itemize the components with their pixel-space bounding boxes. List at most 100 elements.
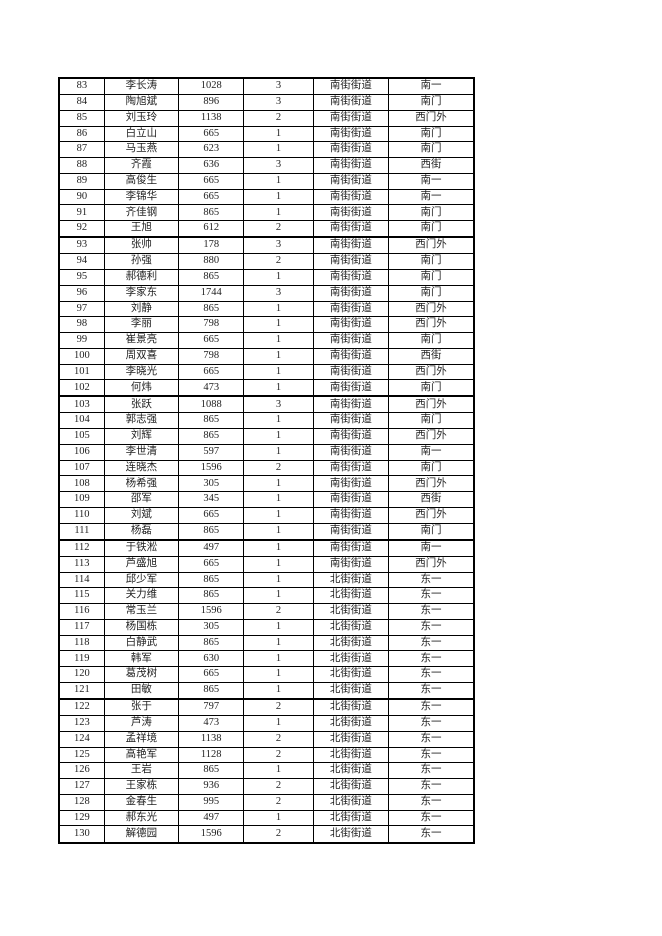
- name-cell: 孙强: [103, 253, 180, 270]
- count-cell: 1: [243, 666, 314, 683]
- street-cell: 北街街道: [312, 634, 390, 652]
- count-cell: 1: [243, 316, 314, 334]
- table-row: 120 葛茂树 665 1 北街街道 东一: [58, 666, 475, 683]
- row-index-cell: 126: [58, 762, 105, 780]
- count-cell: 3: [243, 77, 314, 95]
- count-cell: 1: [243, 491, 314, 509]
- table-row: 124 孟祥境 1138 2 北街街道 东一: [58, 730, 475, 748]
- row-index-cell: 87: [58, 141, 105, 159]
- table-row: 106 李世清 597 1 南街街道 南一: [58, 443, 475, 461]
- amount-cell: 473: [178, 379, 245, 398]
- table-row: 89 高俊生 665 1 南街街道 南一: [58, 172, 475, 190]
- table-row: 87 马玉燕 623 1 南街街道 南门: [58, 141, 475, 159]
- table-row: 130 解德园 1596 2 北街街道 东一: [58, 825, 475, 844]
- area-cell: 南一: [388, 539, 475, 557]
- amount-cell: 1138: [178, 109, 245, 127]
- street-cell: 南街街道: [312, 77, 390, 95]
- row-index-cell: 84: [58, 93, 105, 111]
- table-row: 126 王岩 865 1 北街街道 东一: [58, 762, 475, 780]
- table-row: 125 高艳军 1128 2 北街街道 东一: [58, 746, 475, 764]
- row-index-cell: 85: [58, 109, 105, 127]
- row-index-cell: 83: [58, 77, 105, 95]
- area-cell: 西门外: [388, 316, 475, 334]
- count-cell: 1: [243, 522, 314, 541]
- table-row: 119 韩军 630 1 北街街道 东一: [58, 650, 475, 668]
- amount-cell: 1138: [178, 730, 245, 748]
- count-cell: 1: [243, 428, 314, 445]
- count-cell: 2: [243, 253, 314, 270]
- area-cell: 东一: [388, 714, 475, 732]
- count-cell: 2: [243, 730, 314, 748]
- row-index-cell: 105: [58, 428, 105, 445]
- street-cell: 北街街道: [312, 778, 390, 795]
- count-cell: 1: [243, 412, 314, 430]
- amount-cell: 798: [178, 347, 245, 365]
- amount-cell: 1596: [178, 825, 245, 844]
- street-cell: 北街街道: [312, 603, 390, 620]
- row-index-cell: 97: [58, 300, 105, 318]
- table-row: 99 崔景亮 665 1 南街街道 南门: [58, 332, 475, 349]
- amount-cell: 630: [178, 650, 245, 668]
- name-cell: 刘静: [103, 300, 180, 318]
- street-cell: 南街街道: [312, 300, 390, 318]
- amount-cell: 1088: [178, 395, 245, 414]
- name-cell: 刘辉: [103, 428, 180, 445]
- name-cell: 高艳军: [103, 746, 180, 764]
- row-index-cell: 125: [58, 746, 105, 764]
- count-cell: 1: [243, 809, 314, 827]
- table-row: 101 李晓光 665 1 南街街道 西门外: [58, 363, 475, 381]
- row-index-cell: 130: [58, 825, 105, 844]
- name-cell: 杨国栋: [103, 618, 180, 636]
- row-index-cell: 121: [58, 681, 105, 700]
- name-cell: 李世清: [103, 443, 180, 461]
- name-cell: 孟祥境: [103, 730, 180, 748]
- name-cell: 李锦华: [103, 188, 180, 206]
- amount-cell: 665: [178, 363, 245, 381]
- row-index-cell: 98: [58, 316, 105, 334]
- street-cell: 北街街道: [312, 714, 390, 732]
- amount-cell: 636: [178, 157, 245, 174]
- table-row: 117 杨国栋 305 1 北街街道 东一: [58, 618, 475, 636]
- name-cell: 金春生: [103, 793, 180, 811]
- count-cell: 1: [243, 268, 314, 286]
- count-cell: 2: [243, 603, 314, 620]
- name-cell: 高俊生: [103, 172, 180, 190]
- amount-cell: 665: [178, 188, 245, 206]
- name-cell: 李家东: [103, 284, 180, 302]
- amount-cell: 1744: [178, 284, 245, 302]
- table-row: 86 白立山 665 1 南街街道 南门: [58, 125, 475, 143]
- name-cell: 邵军: [103, 491, 180, 509]
- table-row: 83 李长涛 1028 3 南街街道 南一: [58, 77, 475, 95]
- count-cell: 1: [243, 634, 314, 652]
- street-cell: 南街街道: [312, 236, 390, 255]
- street-cell: 北街街道: [312, 587, 390, 605]
- amount-cell: 623: [178, 141, 245, 159]
- row-index-cell: 103: [58, 395, 105, 414]
- street-cell: 南街街道: [312, 141, 390, 159]
- amount-cell: 178: [178, 236, 245, 255]
- row-index-cell: 90: [58, 188, 105, 206]
- street-cell: 南街街道: [312, 93, 390, 111]
- table-row: 92 王旭 612 2 南街街道 南门: [58, 220, 475, 239]
- row-index-cell: 109: [58, 491, 105, 509]
- name-cell: 邱少军: [103, 571, 180, 589]
- row-index-cell: 100: [58, 347, 105, 365]
- table-row: 97 刘静 865 1 南街街道 西门外: [58, 300, 475, 318]
- area-cell: 西门外: [388, 236, 475, 255]
- row-index-cell: 92: [58, 220, 105, 239]
- amount-cell: 497: [178, 539, 245, 557]
- amount-cell: 995: [178, 793, 245, 811]
- row-index-cell: 113: [58, 555, 105, 573]
- area-cell: 西门外: [388, 428, 475, 445]
- name-cell: 李丽: [103, 316, 180, 334]
- area-cell: 南门: [388, 125, 475, 143]
- name-cell: 王家栋: [103, 778, 180, 795]
- amount-cell: 1596: [178, 459, 245, 477]
- street-cell: 南街街道: [312, 459, 390, 477]
- area-cell: 南门: [388, 332, 475, 349]
- table-row: 100 周双喜 798 1 南街街道 西街: [58, 347, 475, 365]
- area-cell: 西门外: [388, 109, 475, 127]
- street-cell: 北街街道: [312, 825, 390, 844]
- count-cell: 1: [243, 172, 314, 190]
- area-cell: 东一: [388, 809, 475, 827]
